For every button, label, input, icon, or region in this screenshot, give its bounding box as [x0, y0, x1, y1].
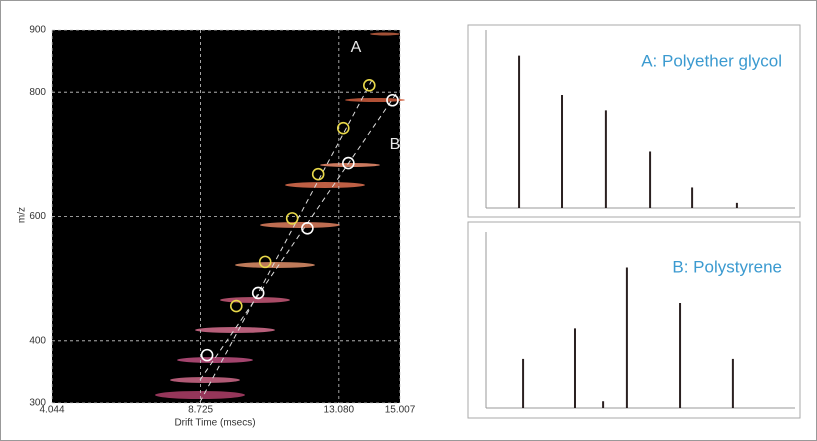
x-tick-label: 8.725	[188, 405, 213, 416]
x-axis-label: Drift Time (msecs)	[174, 418, 255, 429]
series-label: B	[390, 136, 401, 153]
marker	[251, 286, 265, 300]
marker	[301, 222, 314, 235]
x-tick-label: 4.044	[39, 405, 64, 416]
spectrum-panel	[467, 24, 801, 218]
marker	[336, 121, 350, 135]
trend-line	[199, 79, 373, 403]
y-tick-label: 300	[29, 398, 46, 409]
y-tick-label: 400	[29, 335, 46, 346]
intensity-streaks	[155, 32, 405, 399]
x-tick-label: 13.080	[324, 405, 355, 416]
series-label: A	[351, 39, 362, 56]
marker	[363, 79, 376, 92]
spectrum-title: A: Polyether glycol	[641, 51, 782, 70]
y-tick-label: 600	[29, 211, 46, 222]
spectrum-panel	[467, 221, 801, 419]
marker	[230, 299, 243, 313]
y-tick-label: 800	[29, 87, 46, 98]
marker	[386, 93, 399, 107]
y-tick-label: 900	[29, 25, 46, 36]
spectrum-title: B: Polystyrene	[672, 257, 782, 276]
x-tick-label: 15.007	[385, 405, 416, 416]
marker	[200, 348, 214, 362]
marker	[342, 156, 355, 170]
trend-line	[199, 93, 397, 381]
marker	[285, 212, 299, 225]
marker	[311, 167, 325, 181]
marker	[258, 255, 272, 269]
y-axis-label: m/z	[17, 207, 28, 223]
